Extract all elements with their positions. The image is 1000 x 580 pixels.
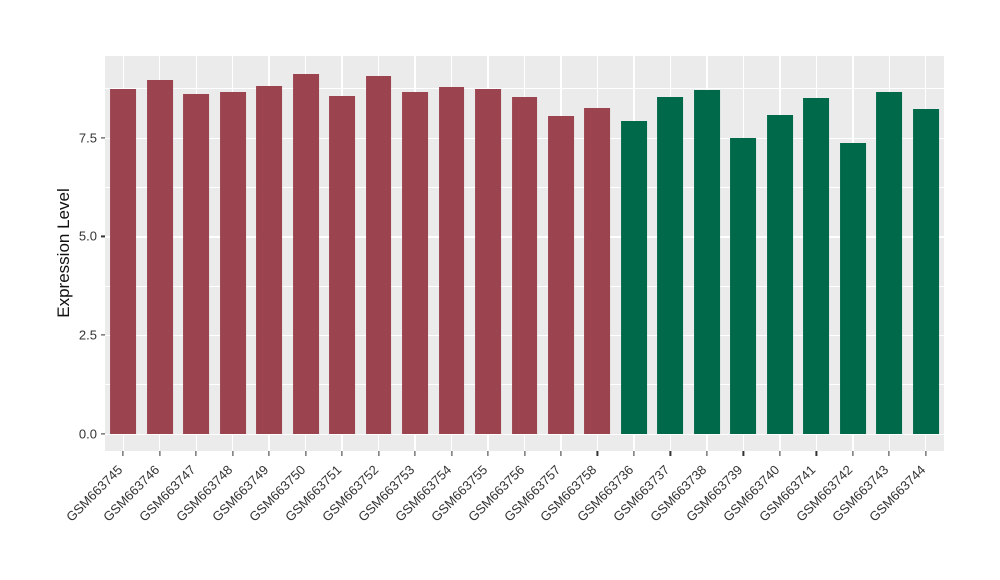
x-tick-mark (341, 451, 343, 456)
x-tick-mark (669, 451, 671, 456)
bar-GSM663754 (438, 86, 465, 434)
x-tick-mark (523, 451, 526, 456)
bar-GSM663748 (219, 91, 246, 434)
bar-GSM663739 (730, 138, 757, 434)
y-tick-label: 0.0 (78, 426, 97, 442)
y-tick-label: 7.5 (78, 130, 97, 146)
x-tick-mark (815, 451, 817, 456)
x-tick-mark (268, 451, 270, 456)
x-tick-mark (487, 451, 489, 456)
x-tick-mark (122, 451, 124, 456)
x-axis: GSM663745 GSM663746 GSM663747 GSM663748 GSM6… (63, 451, 944, 571)
bar-GSM663758 (584, 108, 611, 434)
x-tick-mark (633, 451, 635, 456)
y-tick-label: 5.0 (78, 228, 97, 244)
y-tick-mark (101, 433, 105, 435)
bar-GSM663751 (329, 96, 356, 434)
bar-GSM663744 (912, 109, 939, 434)
bar-GSM663743 (876, 91, 903, 434)
y-tick-mark (101, 235, 105, 237)
y-axis-title: Expression Level (54, 188, 73, 318)
x-tick-mark (596, 451, 599, 456)
x-tick-mark (852, 451, 854, 456)
x-tick-mark (450, 451, 453, 456)
x-tick-mark (560, 451, 562, 456)
x-tick-mark (925, 451, 927, 456)
x-tick-mark (706, 451, 708, 456)
bar-GSM663747 (183, 94, 210, 434)
bar-GSM663737 (657, 97, 684, 434)
bar-GSM663750 (292, 73, 319, 434)
x-tick-mark (195, 451, 197, 456)
x-tick-mark (232, 451, 234, 456)
bar-GSM663746 (146, 80, 173, 434)
bar-GSM663756 (511, 97, 538, 434)
x-tick-mark (414, 451, 416, 456)
x-tick-mark (377, 451, 380, 456)
x-tick-mark (742, 451, 744, 456)
y-tick-mark (101, 334, 105, 336)
x-tick-mark (305, 451, 307, 456)
y-axis: 0.0 2.5 5.0 7.5 (0, 56, 105, 451)
y-tick-label: 2.5 (78, 327, 97, 343)
bar-GSM663738 (693, 89, 720, 434)
x-tick-mark (779, 451, 781, 456)
bar-GSM663755 (475, 88, 501, 434)
bar-GSM663740 (766, 114, 793, 434)
bar-GSM663745 (110, 88, 137, 434)
bar-GSM663752 (365, 76, 392, 434)
bar-GSM663736 (620, 120, 647, 434)
y-tick-mark (101, 137, 105, 139)
x-tick-mark (888, 451, 890, 456)
bar-GSM663742 (839, 142, 866, 434)
bar-GSM663741 (803, 98, 830, 434)
bar-GSM663753 (402, 92, 429, 434)
plot-panel (105, 56, 944, 451)
bar-GSM663757 (548, 115, 574, 434)
x-tick-mark (159, 451, 161, 456)
bar-GSM663749 (256, 86, 283, 434)
